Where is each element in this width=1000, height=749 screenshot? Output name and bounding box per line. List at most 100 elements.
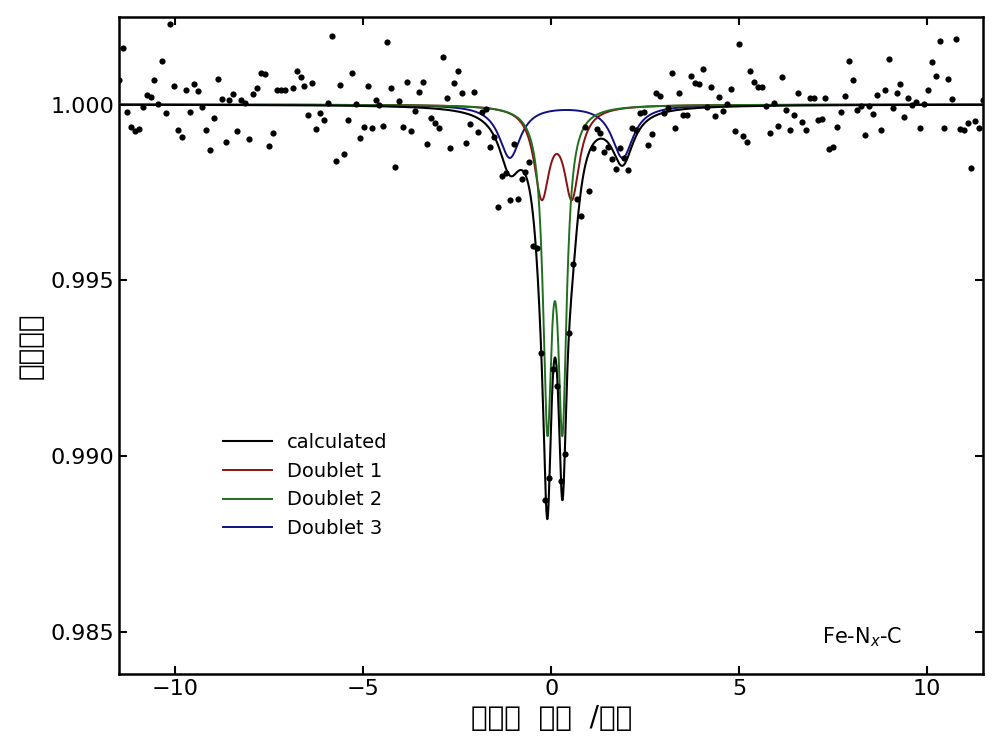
Point <box>186 78 202 90</box>
Point <box>336 148 352 160</box>
Point <box>869 89 885 101</box>
Point <box>766 97 782 109</box>
Point <box>225 88 241 100</box>
Point <box>616 152 632 164</box>
Point <box>656 107 672 119</box>
Point <box>896 111 912 123</box>
Point <box>293 71 309 83</box>
calculated <box>444 106 456 115</box>
Point <box>628 124 644 136</box>
Point <box>210 73 226 85</box>
Point <box>312 106 328 118</box>
Point <box>731 38 747 50</box>
Point <box>561 327 577 339</box>
Point <box>316 114 332 126</box>
Doublet 1 <box>444 101 456 110</box>
Point <box>644 128 660 140</box>
Point <box>411 86 427 98</box>
Point <box>214 93 230 105</box>
Doublet 1 <box>536 195 548 204</box>
Point <box>332 79 348 91</box>
Point <box>920 84 936 96</box>
Point <box>841 55 857 67</box>
Point <box>908 96 924 108</box>
Point <box>916 98 932 110</box>
Point <box>810 115 826 127</box>
Point <box>285 82 301 94</box>
Point <box>174 131 190 143</box>
Doublet 1 <box>212 100 224 109</box>
Point <box>300 109 316 121</box>
Point <box>604 153 620 165</box>
Point <box>439 91 455 103</box>
calculated <box>977 100 989 109</box>
Doublet 3 <box>113 100 125 109</box>
Point <box>442 142 458 154</box>
Point <box>407 105 423 117</box>
Point <box>889 87 905 99</box>
Point <box>652 90 668 102</box>
Point <box>320 97 336 109</box>
Point <box>691 78 707 90</box>
Point <box>624 122 640 134</box>
Point <box>569 192 585 204</box>
Point <box>589 123 605 135</box>
Point <box>269 84 285 96</box>
Point <box>261 140 277 152</box>
Point <box>466 86 482 98</box>
Point <box>664 67 680 79</box>
Point <box>486 131 502 143</box>
Point <box>510 193 526 205</box>
Point <box>557 448 573 460</box>
Point <box>364 122 380 134</box>
Point <box>936 122 952 134</box>
Point <box>348 98 364 110</box>
Point <box>202 145 218 157</box>
Doublet 1 <box>868 100 880 109</box>
Point <box>237 97 253 109</box>
Point <box>952 123 968 135</box>
Doublet 2 <box>113 100 125 109</box>
Point <box>170 124 186 136</box>
Point <box>833 106 849 118</box>
Line: Doublet 3: Doublet 3 <box>119 105 983 158</box>
Point <box>975 94 991 106</box>
Doublet 1 <box>113 100 125 109</box>
Point <box>565 258 581 270</box>
Y-axis label: 相对透射: 相对透射 <box>17 312 45 378</box>
Point <box>758 100 774 112</box>
Doublet 2 <box>263 100 275 109</box>
Point <box>545 363 561 375</box>
Point <box>837 90 853 102</box>
Point <box>241 133 257 145</box>
Point <box>289 65 305 77</box>
Point <box>782 124 798 136</box>
Point <box>482 141 498 153</box>
Point <box>257 67 273 79</box>
Point <box>123 121 139 133</box>
Point <box>735 130 751 142</box>
Point <box>683 70 699 82</box>
X-axis label: 速度（  毫米  /秒）: 速度（ 毫米 /秒） <box>471 704 632 733</box>
Point <box>849 104 865 116</box>
Point <box>814 113 830 125</box>
Point <box>490 201 506 213</box>
Line: Doublet 2: Doublet 2 <box>119 105 983 436</box>
Point <box>399 76 415 88</box>
Doublet 3 <box>961 100 973 109</box>
Point <box>727 125 743 137</box>
Doublet 2 <box>868 100 880 109</box>
Point <box>115 42 131 54</box>
Point <box>474 106 490 118</box>
Point <box>127 125 143 137</box>
Point <box>774 70 790 82</box>
Doublet 3 <box>263 100 275 109</box>
Point <box>703 81 719 93</box>
Point <box>249 82 265 94</box>
Point <box>967 115 983 127</box>
Point <box>956 124 972 136</box>
calculated <box>212 100 224 109</box>
Point <box>853 100 869 112</box>
Point <box>821 142 837 154</box>
Point <box>612 142 628 154</box>
